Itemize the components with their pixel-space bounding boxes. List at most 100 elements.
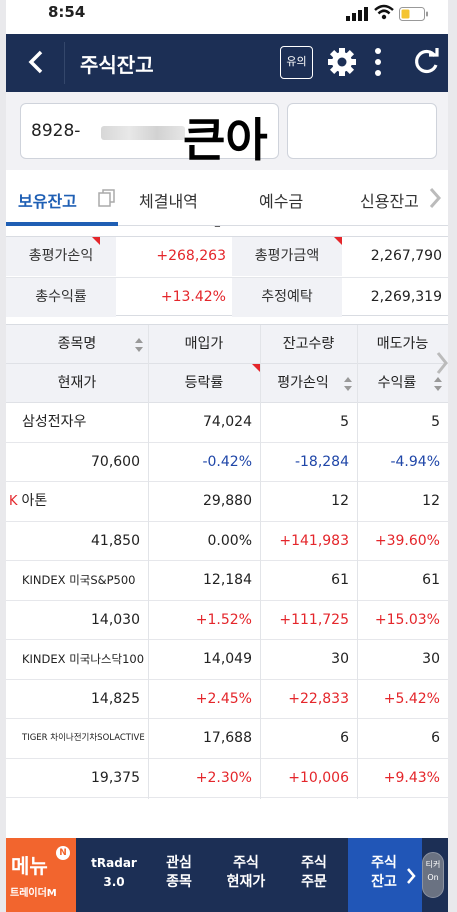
trader-m-logo: 트레이더M bbox=[10, 888, 57, 899]
eval-pnl: +111,725 bbox=[279, 611, 349, 628]
info-marker bbox=[252, 364, 260, 372]
sellable-quantity: 5 bbox=[431, 414, 440, 430]
total-eval-value: 2,267,790 bbox=[370, 248, 442, 264]
buy-price: 17,688 bbox=[203, 730, 252, 746]
account-password-field[interactable] bbox=[287, 103, 437, 159]
quantity: 12 bbox=[331, 493, 349, 509]
table-header-row: 종목명 매입가 잔고수량 매도가능 bbox=[6, 325, 448, 364]
table-row[interactable]: 삼성전자우 74,024 5 5 bbox=[6, 403, 448, 443]
gear-icon[interactable] bbox=[326, 46, 358, 82]
table-row[interactable]: KINDEX 미국나스닥100 14,049 30 30 bbox=[6, 640, 448, 680]
col-sellable[interactable]: 매도가능 bbox=[376, 336, 429, 352]
stock-name: TIGER 차이나전기차SOLACTIVE bbox=[22, 733, 145, 743]
col-eval-pnl[interactable]: 평가손익 bbox=[277, 375, 329, 391]
stock-name: 삼성전자우 bbox=[22, 414, 87, 430]
balance-summary: 총평가손익 +268,263 총평가금액 2,267,790 총수익률 +13.… bbox=[6, 236, 448, 317]
nav-current-price-line1: 주식 bbox=[233, 855, 259, 871]
stock-name: 아톤 bbox=[21, 493, 48, 509]
menu-button[interactable]: 메뉴 N 트레이더M bbox=[6, 838, 76, 912]
nav-tradar-line2: 3.0 bbox=[103, 875, 125, 889]
info-marker bbox=[92, 237, 100, 245]
table-row[interactable]: K 아톤 29,880 12 12 bbox=[6, 482, 448, 522]
buy-price: 12,184 bbox=[203, 572, 252, 588]
sellable-quantity: 61 bbox=[422, 572, 440, 588]
tab-holdings[interactable]: 보유잔고 bbox=[18, 192, 77, 211]
col-change-rate[interactable]: 등락률 bbox=[184, 375, 224, 391]
signal-icon bbox=[346, 6, 368, 25]
current-price: 70,600 bbox=[91, 453, 140, 470]
table-row[interactable]: TIGER 차이나전기차SOLACTIVE 17,688 6 6 bbox=[6, 719, 448, 759]
total-return-label: 총수익률 bbox=[6, 278, 116, 317]
nav-order[interactable]: 주식 주문 bbox=[289, 854, 339, 892]
nav-current-price[interactable]: 주식 현재가 bbox=[216, 854, 276, 892]
total-eval-label: 총평가금액 bbox=[232, 237, 342, 276]
return-rate: +39.60% bbox=[374, 532, 440, 549]
caution-button[interactable]: 유의 bbox=[280, 46, 313, 79]
quantity: 6 bbox=[340, 730, 349, 746]
col-buy-price[interactable]: 매입가 bbox=[184, 336, 224, 352]
nav-order-line1: 주식 bbox=[301, 855, 327, 871]
sort-icon[interactable] bbox=[134, 337, 144, 357]
info-marker bbox=[334, 237, 342, 245]
est-deposit-label: 추정예탁 bbox=[232, 278, 342, 317]
ticker-toggle[interactable]: 티커 On bbox=[422, 852, 444, 898]
back-arrow-icon[interactable] bbox=[26, 48, 46, 80]
nav-watchlist-line2: 종목 bbox=[166, 874, 192, 890]
nav-watchlist[interactable]: 관심 종목 bbox=[154, 854, 204, 892]
eval-pnl: +141,983 bbox=[279, 532, 349, 549]
change-rate: +2.30% bbox=[195, 769, 252, 786]
table-row[interactable]: KINDEX 미국S&P500 12,184 61 61 bbox=[6, 561, 448, 601]
nav-watchlist-line1: 관심 bbox=[166, 855, 192, 871]
account-number-masked bbox=[101, 126, 185, 140]
buy-price: 74,024 bbox=[203, 414, 252, 430]
bottom-nav: 메뉴 N 트레이더M tRadar 3.0 관심 종목 주식 현재가 주식 주문… bbox=[6, 838, 448, 912]
est-deposit-value: 2,269,319 bbox=[370, 289, 442, 305]
col-return[interactable]: 수익률 bbox=[377, 375, 417, 391]
status-time: 8:54 bbox=[48, 3, 86, 21]
quantity: 61 bbox=[331, 572, 349, 588]
new-badge: N bbox=[56, 846, 70, 860]
tab-credit[interactable]: 신용잔고 bbox=[360, 192, 419, 211]
stock-name: KINDEX 미국S&P500 bbox=[22, 573, 136, 587]
col-current-price[interactable]: 현재가 bbox=[57, 375, 97, 391]
buy-price: 14,049 bbox=[203, 651, 252, 667]
column-divider bbox=[357, 325, 358, 799]
nav-tradar-line1: tRadar bbox=[91, 856, 137, 870]
table-row[interactable]: 19,375 +2.30% +10,006 +9.43% bbox=[6, 759, 448, 798]
holdings-table: 종목명 매입가 잔고수량 매도가능 현재가 등락률 평가손익 수익률 삼성전자우… bbox=[6, 324, 448, 799]
eval-pnl: +22,833 bbox=[288, 690, 349, 707]
nav-balance[interactable]: 주식 잔고 bbox=[348, 838, 422, 912]
account-number: 8928- bbox=[31, 121, 81, 141]
account-selector: 8928- 큰아이 bbox=[6, 92, 448, 233]
chevron-right-icon[interactable] bbox=[436, 351, 448, 379]
current-price: 14,030 bbox=[91, 611, 140, 628]
nav-tradar[interactable]: tRadar 3.0 bbox=[86, 854, 142, 892]
summary-row: 총수익률 +13.42% 추정예탁 2,269,319 bbox=[6, 277, 448, 317]
col-stock-name[interactable]: 종목명 bbox=[57, 336, 97, 352]
stock-name: KINDEX 미국나스닥100 bbox=[22, 652, 145, 666]
sort-icon[interactable] bbox=[433, 376, 443, 396]
col-quantity[interactable]: 잔고수량 bbox=[282, 336, 335, 352]
app-header: 주식잔고 유의 bbox=[6, 34, 448, 92]
chevron-right-icon[interactable] bbox=[428, 187, 442, 213]
more-vertical-icon[interactable] bbox=[372, 46, 384, 82]
tab-deposit[interactable]: 예수금 bbox=[259, 192, 304, 211]
table-row[interactable]: 41,850 0.00% +141,983 +39.60% bbox=[6, 522, 448, 561]
total-pnl-value: +268,263 bbox=[156, 248, 226, 264]
account-number-field[interactable]: 8928- 큰아이 bbox=[20, 103, 279, 233]
refresh-icon[interactable] bbox=[411, 47, 441, 81]
tab-executions[interactable]: 체결내역 bbox=[139, 192, 198, 211]
wifi-icon bbox=[374, 4, 394, 24]
copy-icon[interactable] bbox=[98, 189, 116, 211]
tab-bar: 보유잔고 체결내역 예수금 신용잔고 bbox=[6, 170, 448, 226]
table-row[interactable]: 70,600 -0.42% -18,284 -4.94% bbox=[6, 443, 448, 482]
change-rate: 0.00% bbox=[207, 532, 252, 549]
nav-balance-label: 주식 잔고 bbox=[364, 854, 404, 892]
sort-icon[interactable] bbox=[343, 376, 353, 396]
stock-name-cell: K 아톤 bbox=[9, 482, 47, 521]
change-rate: +1.52% bbox=[195, 611, 252, 628]
sellable-quantity: 30 bbox=[422, 651, 440, 667]
app-screen: 8:54 주식잔고 유의 bbox=[6, 0, 448, 912]
table-row[interactable]: 14,825 +2.45% +22,833 +5.42% bbox=[6, 680, 448, 719]
table-row[interactable]: 14,030 +1.52% +111,725 +15.03% bbox=[6, 601, 448, 640]
